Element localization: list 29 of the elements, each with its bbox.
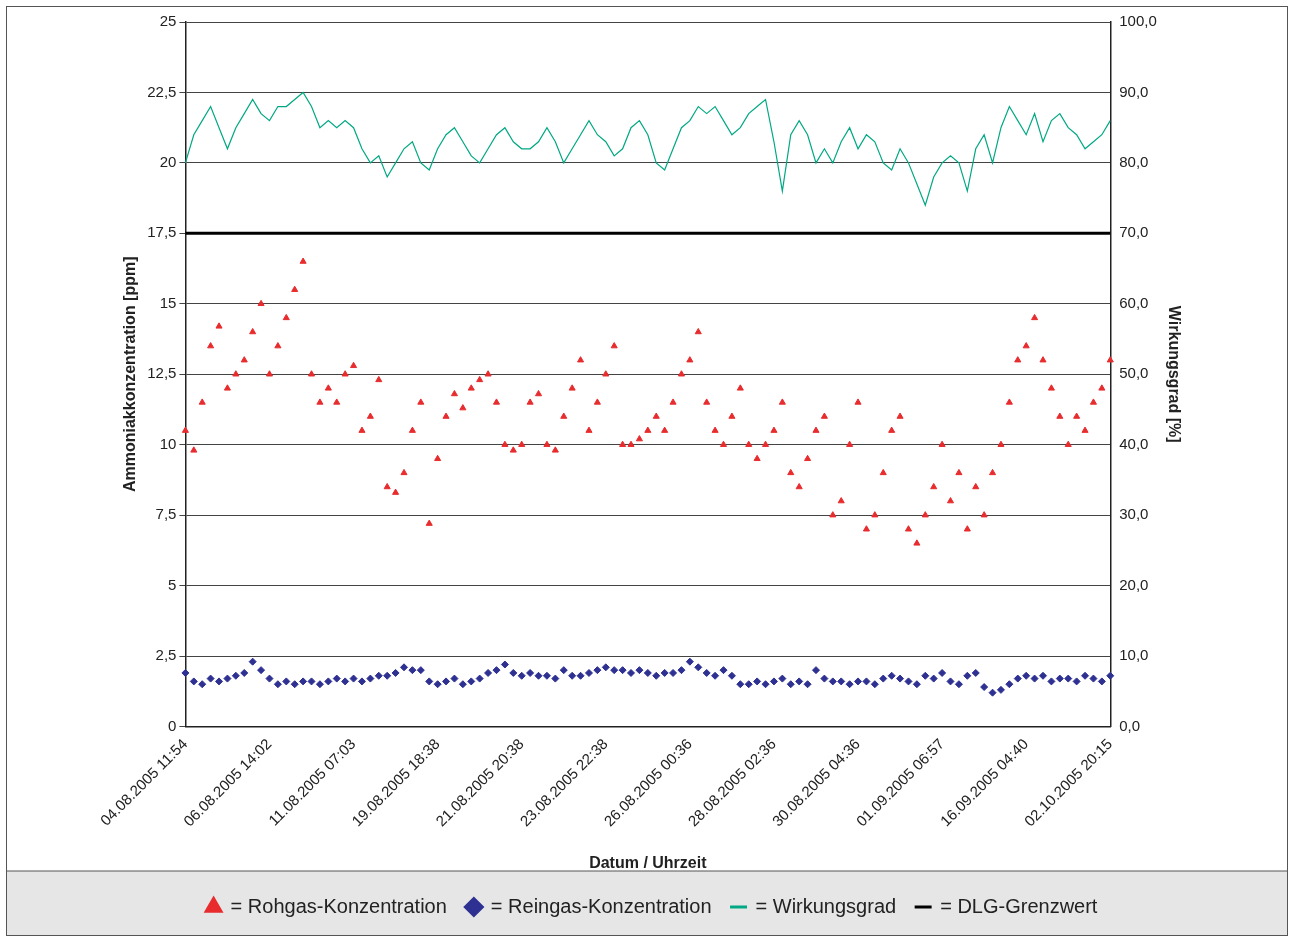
y-tick-label: 5 — [168, 575, 177, 593]
y-tick-label: 25 — [159, 12, 177, 30]
y2-tick-label: 80,0 — [1119, 153, 1149, 171]
y2-tick-label: 70,0 — [1119, 223, 1149, 241]
y-tick-label: 15 — [159, 293, 177, 311]
y2-axis-title: Wirkungsgrad [%] — [1165, 305, 1183, 443]
y-axis-title: Ammoniakkonzentration [ppm] — [121, 256, 139, 493]
y2-tick-label: 50,0 — [1119, 364, 1149, 382]
y2-tick-label: 60,0 — [1119, 293, 1149, 311]
y2-tick-label: 20,0 — [1119, 575, 1149, 593]
y-tick-label: 7,5 — [155, 505, 177, 523]
y2-tick-label: 30,0 — [1119, 505, 1149, 523]
y-tick-label: 12,5 — [147, 364, 177, 382]
y-tick-label: 0 — [168, 716, 177, 734]
y-tick-label: 22,5 — [147, 82, 177, 100]
y2-tick-label: 100,0 — [1119, 12, 1157, 30]
y2-tick-label: 0,0 — [1119, 716, 1141, 734]
y-tick-label: 10 — [159, 434, 177, 452]
y2-tick-label: 10,0 — [1119, 646, 1149, 664]
y-tick-label: 17,5 — [147, 223, 177, 241]
y2-tick-label: 40,0 — [1119, 434, 1149, 452]
y2-tick-label: 90,0 — [1119, 82, 1149, 100]
legend-label: = Reingas-Konzentration — [490, 894, 712, 917]
y-tick-label: 20 — [159, 153, 177, 171]
legend-label: = Rohgas-Konzentration — [230, 894, 447, 917]
legend-label: = DLG-Grenzwert — [940, 894, 1098, 917]
legend-label: = Wirkungsgrad — [755, 894, 897, 917]
x-axis-title: Datum / Uhrzeit — [589, 853, 708, 871]
y-tick-label: 2,5 — [155, 646, 177, 664]
